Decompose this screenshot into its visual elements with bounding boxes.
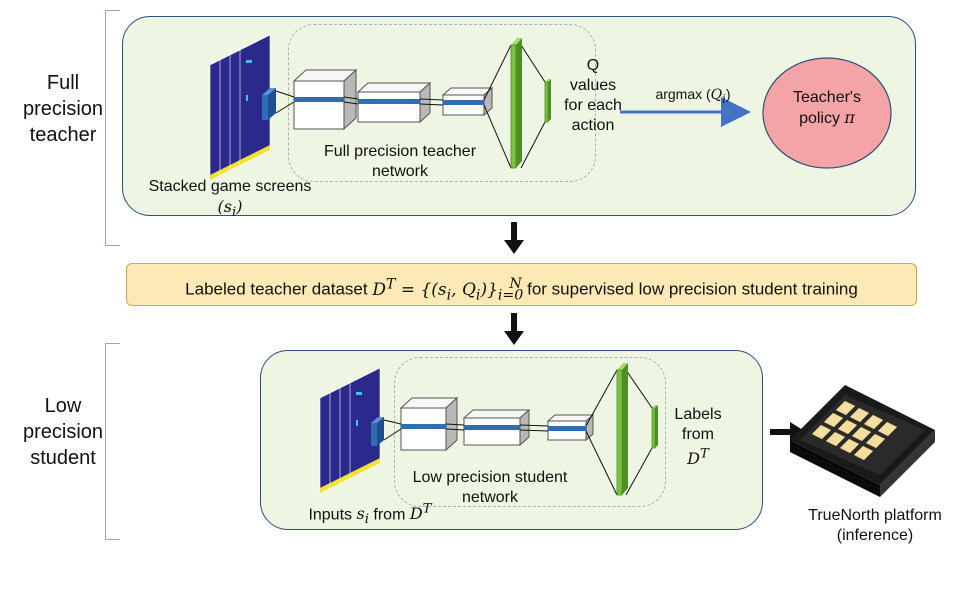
student-bracket: [105, 343, 120, 540]
student-feature-block-1: [399, 396, 459, 452]
teacher-dense-layer: [510, 38, 522, 169]
teacher-feature-block-1: [292, 68, 358, 131]
teacher-side-label: Full precision teacher: [22, 72, 104, 146]
student-network-label: Low precision student network: [412, 469, 568, 506]
truenorth-chip-image: [790, 385, 935, 497]
student-conv-kernel: [371, 417, 384, 446]
game-screen-frame: [239, 34, 271, 166]
teacher-game-screens: [209, 34, 271, 181]
dataset-formula: DT = {(si, Qi)}i=0N: [372, 276, 524, 304]
student-output-layer: [651, 405, 658, 449]
teacher-conv-kernel: [262, 88, 276, 120]
teacher-policy-node: [762, 57, 892, 169]
student-feature-block-2: [462, 408, 531, 447]
student-feature-block-3: [546, 413, 595, 442]
teacher-network-box: [288, 24, 596, 182]
student-game-screens: [319, 367, 381, 494]
student-network-box: [394, 357, 666, 507]
teacher-feature-block-2: [356, 81, 432, 124]
student-connections: [383, 369, 653, 496]
teacher-connections: [275, 44, 546, 169]
teacher-policy-label: Teacher's policy π: [793, 89, 861, 127]
stacked-screens-label: Stacked game screens (si): [140, 177, 320, 223]
teacher-output-layer: [544, 79, 551, 123]
student-labels-label: Labels from DT: [674, 406, 722, 469]
down-arrow: [504, 313, 524, 345]
argmax-label: argmax (Qi): [655, 86, 731, 106]
teacher-network-label: Full precision teacher network: [323, 143, 477, 180]
student-dense-layer: [616, 363, 628, 496]
game-screen-frame: [349, 367, 381, 479]
q-values-label: Q values for each action: [564, 57, 622, 134]
student-side-label: Low precision student: [22, 395, 104, 469]
teacher-feature-block-3: [441, 86, 494, 117]
truenorth-caption: TrueNorth platform (inference): [808, 507, 942, 544]
student-inputs-label: Inputs si from DT: [308, 502, 432, 528]
down-arrow: [504, 222, 524, 254]
dataset-banner: Labeled teacher dataset DT = {(si, Qi)}i…: [126, 263, 917, 306]
stacked-screens-math: (si): [217, 197, 243, 221]
teacher-bracket: [105, 10, 120, 246]
